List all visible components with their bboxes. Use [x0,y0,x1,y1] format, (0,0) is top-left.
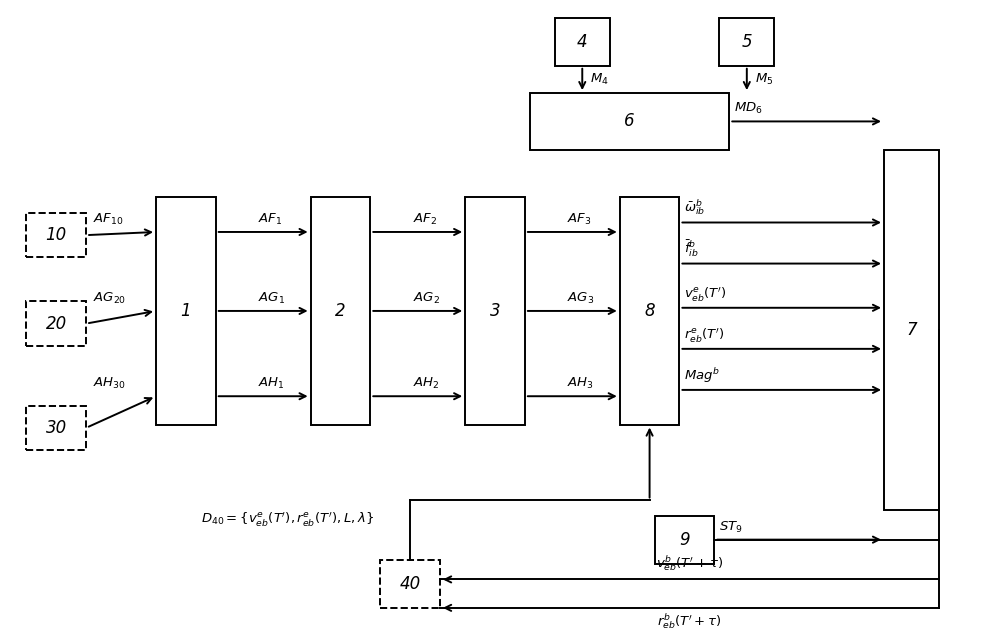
Text: $MD_6$: $MD_6$ [734,101,763,117]
Bar [530,93,729,150]
Text: $AH_2$: $AH_2$ [413,376,439,391]
Bar [620,197,679,425]
Text: $v_{eb}^b(T'+\tau)$: $v_{eb}^b(T'+\tau)$ [656,554,723,573]
Text: $ST_9$: $ST_9$ [719,520,743,534]
Bar [380,561,440,608]
Text: $AF_2$: $AF_2$ [413,212,437,227]
Bar [465,197,525,425]
Text: 7: 7 [906,321,917,339]
Text: $AH_3$: $AH_3$ [567,376,594,391]
Bar [719,18,774,66]
Text: $AF_3$: $AF_3$ [567,212,592,227]
Bar [311,197,370,425]
Text: 4: 4 [577,33,588,51]
Bar [156,197,216,425]
Text: 2: 2 [335,302,346,320]
Bar [655,516,714,564]
Text: 10: 10 [46,226,67,244]
Text: 5: 5 [741,33,752,51]
Text: $AG_2$: $AG_2$ [413,290,440,306]
Text: 1: 1 [181,302,191,320]
Text: 20: 20 [46,315,67,333]
Bar [26,301,86,346]
Text: $v_{eb}^e(T')$: $v_{eb}^e(T')$ [684,285,727,303]
Text: $r_{eb}^b(T'+\tau)$: $r_{eb}^b(T'+\tau)$ [657,611,722,631]
Bar [884,150,939,510]
Text: 9: 9 [679,531,690,549]
Text: $AF_{10}$: $AF_{10}$ [93,212,124,227]
Bar [555,18,610,66]
Text: $M_5$: $M_5$ [755,72,773,87]
Text: 6: 6 [624,112,635,131]
Text: $AH_1$: $AH_1$ [258,376,285,391]
Text: $AG_1$: $AG_1$ [258,290,285,306]
Text: 3: 3 [490,302,500,320]
Text: $AF_1$: $AF_1$ [258,212,283,227]
Text: $AG_{20}$: $AG_{20}$ [93,290,126,306]
Bar [26,213,86,257]
Text: $M_4$: $M_4$ [590,72,609,87]
Text: 40: 40 [400,575,421,593]
Text: $Mag^b$: $Mag^b$ [684,366,720,385]
Text: $\bar{\omega}_{ib}^b$: $\bar{\omega}_{ib}^b$ [684,198,706,217]
Text: $D_{40}=\{v_{eb}^e(T'),r_{eb}^e(T'),L,\lambda\}$: $D_{40}=\{v_{eb}^e(T'),r_{eb}^e(T'),L,\l… [201,510,374,528]
Text: $AG_3$: $AG_3$ [567,290,594,306]
Text: $\bar{f}_{ib}^b$: $\bar{f}_{ib}^b$ [684,238,699,259]
Text: 30: 30 [46,419,67,437]
Text: 8: 8 [644,302,655,320]
Text: $r_{eb}^e(T')$: $r_{eb}^e(T')$ [684,326,725,344]
Text: $AH_{30}$: $AH_{30}$ [93,376,126,391]
Bar [26,406,86,450]
